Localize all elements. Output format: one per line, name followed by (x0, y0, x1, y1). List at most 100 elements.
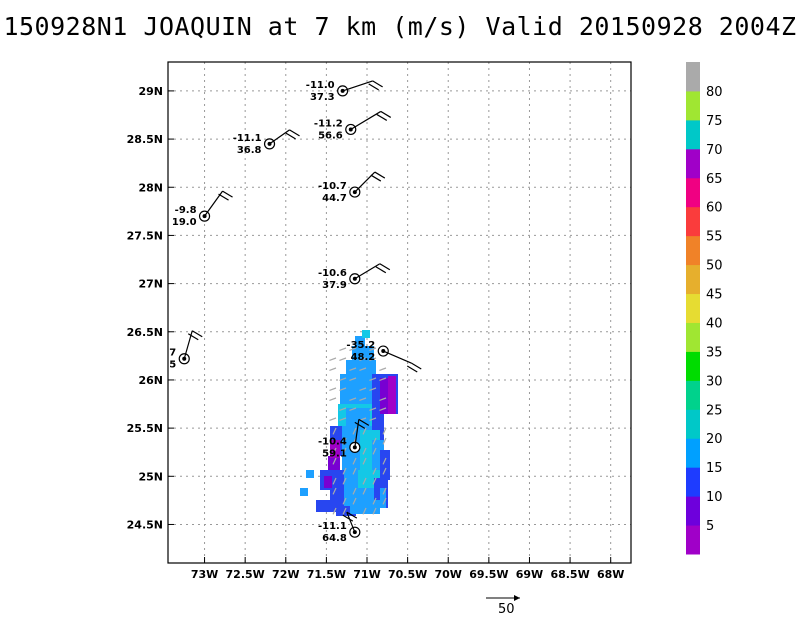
station-value-bottom: 37.9 (322, 280, 347, 291)
wind-vector (382, 467, 387, 475)
wind-vector (369, 347, 377, 351)
colorbar-segment (686, 496, 700, 526)
wind-barb-flag (218, 193, 229, 201)
station-value-bottom: 48.2 (351, 352, 376, 363)
shade-cell (336, 506, 356, 516)
wind-barb (383, 350, 412, 364)
wind-vector (352, 487, 357, 495)
colorbar-label: 20 (706, 432, 723, 447)
colorbar-segment (686, 380, 700, 410)
station-value-top: -11.1 (318, 521, 347, 532)
colorbar-segment (686, 264, 700, 295)
colorbar-label: 35 (706, 345, 723, 360)
colorbar-segment (686, 438, 700, 468)
colorbar-segment (686, 409, 700, 439)
wind-vector (332, 507, 337, 515)
station-value-top: 7 (169, 348, 176, 359)
wind-barb-flag (187, 333, 199, 341)
wind-barb (346, 511, 356, 533)
wind-vectors (329, 347, 387, 515)
shade-cell (388, 376, 396, 414)
lon-tick-label: 72.5W (226, 568, 265, 581)
station-value-bottom: 19.0 (172, 217, 197, 228)
wind-vector (369, 357, 377, 361)
colorbar-label: 50 (706, 259, 723, 274)
lat-tick-label: 26.5N (127, 326, 163, 339)
colorbar-label: 55 (706, 230, 723, 245)
wind-barb (269, 129, 290, 145)
lat-tick-label: 25N (138, 470, 163, 483)
wind-vector (342, 437, 347, 445)
station: -10.744.7 (318, 171, 386, 204)
station: -10.637.9 (318, 263, 391, 291)
colorbar-segment (686, 293, 700, 323)
wind-vector (382, 437, 387, 445)
wind-vector (362, 487, 367, 495)
wind-vector (369, 407, 377, 411)
wind-vector (352, 427, 357, 435)
colorbar-segment (686, 322, 700, 352)
colorbar-segment (686, 62, 700, 92)
colorbar-segment (686, 148, 700, 179)
station-value-top: -10.6 (318, 268, 347, 279)
shade-cell (362, 330, 370, 338)
wind-vector (379, 397, 387, 401)
colorbar-label: 80 (706, 85, 723, 100)
wind-vector (349, 347, 357, 351)
wind-vector (382, 487, 387, 495)
shade-cell (350, 500, 380, 514)
station-value-top: -10.4 (318, 436, 347, 447)
shade-cell (352, 346, 374, 360)
shade-cell (346, 360, 376, 374)
lon-tick-label: 73W (191, 568, 218, 581)
station: -35.248.2 (346, 340, 422, 373)
wind-vector (339, 347, 347, 351)
wind-vector (372, 477, 377, 485)
wind-barb-flag (376, 113, 388, 121)
colorbar-label: 65 (706, 172, 723, 187)
wind-vector (359, 357, 367, 361)
wind-vector (359, 387, 367, 391)
colorbar-segment (686, 525, 700, 555)
colorbar-label: 30 (706, 374, 723, 389)
reference-vector-label: 50 (498, 602, 515, 617)
wind-vector (332, 457, 337, 465)
wind-vector (362, 457, 367, 465)
colorbar-segment (686, 90, 700, 121)
wind-barb (342, 80, 373, 92)
wind-barb-flag (379, 263, 391, 271)
lon-tick-label: 69.5W (469, 568, 508, 581)
station-value-top: -11.2 (314, 118, 343, 129)
station: -11.037.3 (306, 80, 383, 103)
wind-vector (379, 377, 387, 381)
shade-cell (306, 470, 314, 478)
station-value-bottom: 64.8 (322, 533, 347, 544)
shade-cell (355, 336, 365, 346)
lon-tick-label: 70W (435, 568, 462, 581)
colorbar-label: 10 (706, 490, 723, 505)
wind-barb (354, 263, 381, 280)
longitude-axis: 73W 72.5W 72W 71.5W 71W 70.5W 70W 69.5W 69W 68.5W… (191, 557, 624, 581)
wind-vector (372, 467, 377, 475)
shade-cell (340, 374, 372, 404)
wind-vector (332, 427, 337, 435)
wind-vector (329, 387, 337, 391)
colorbar-segment (686, 351, 700, 381)
latitude-axis: 29N 28.5N 28N 27.5N 27N 26.5N 26N 25.5N 25N 24.5N (127, 85, 174, 531)
wind-barb (350, 110, 382, 130)
wind-vector (369, 377, 377, 381)
wind-vector (342, 477, 347, 485)
station-value-top: -9.8 (175, 205, 197, 216)
wind-barb-flag (342, 514, 354, 522)
wind-vector (372, 437, 377, 445)
wind-vector (372, 507, 377, 515)
wind-vector (339, 377, 347, 381)
wind-vector (362, 427, 367, 435)
wind-barb-flag (289, 129, 300, 137)
wind-barb-flag (370, 174, 382, 182)
wind-vector (372, 447, 377, 455)
gridlines (168, 62, 631, 563)
wind-vector (359, 397, 367, 401)
lat-tick-label: 27.5N (127, 229, 163, 242)
station-value-bottom: 5 (169, 360, 176, 371)
